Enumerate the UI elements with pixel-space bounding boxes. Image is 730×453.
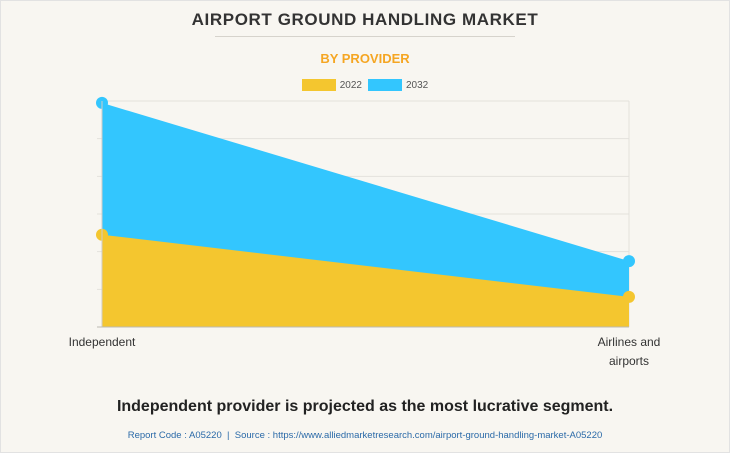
x-tick-label: Airlines and airports [598, 335, 661, 368]
legend-item-2032: 2032 [368, 79, 428, 91]
footer-separator: | [227, 430, 230, 441]
report-code: Report Code : A05220 [127, 430, 222, 441]
legend-swatch-2032 [368, 79, 402, 91]
chart-subtitle: BY PROVIDER [320, 51, 410, 66]
area-series-2022 [102, 234, 629, 327]
title-divider [215, 36, 515, 37]
legend-label-2032: 2032 [406, 79, 429, 91]
legend-swatch-2022 [301, 79, 336, 91]
legend-label-2022: 2022 [339, 79, 362, 91]
legend-item-2022: 2022 [301, 79, 362, 91]
source-link[interactable]: Source : https://www.alliedmarketresearc… [234, 430, 603, 441]
chart-headline: Independent provider is projected as the… [116, 398, 614, 415]
data-point-2032 [623, 255, 635, 268]
footer: Report Code : A05220 | Source : https://… [0, 430, 730, 441]
data-point-2022 [623, 290, 635, 303]
x-tick-label: Independent [69, 335, 136, 349]
chart-title: AIRPORT GROUND HANDLING MARKET [191, 10, 539, 29]
legend: 2022 2032 [0, 79, 730, 91]
